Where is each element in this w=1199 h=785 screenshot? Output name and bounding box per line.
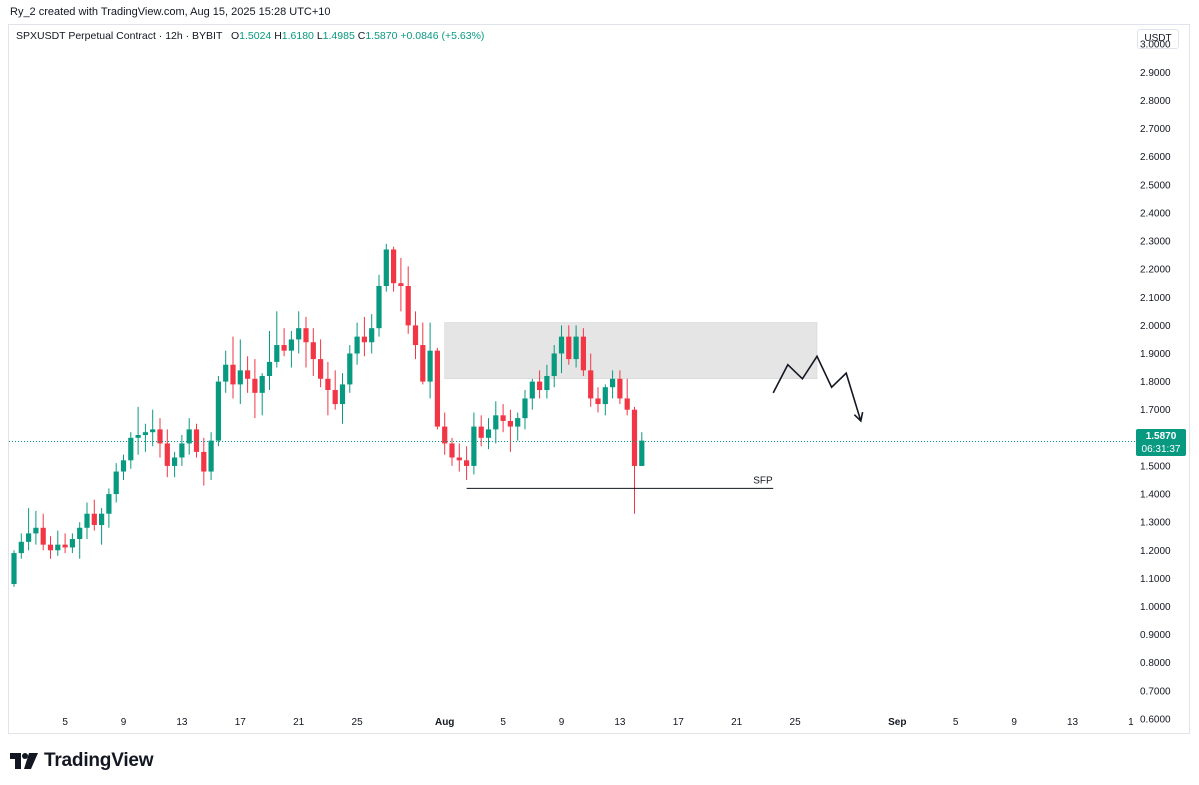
legend-low-label: L [316, 30, 323, 42]
tradingview-logo-icon [10, 753, 38, 769]
legend-close: 1.5870 [365, 30, 398, 42]
last-price-tag: 1.5870 06:31:37 [1136, 429, 1186, 456]
legend-change: +0.0846 (+5.63%) [400, 30, 485, 42]
currency-selector[interactable]: USDT [1137, 29, 1179, 49]
legend-low: 1.4985 [322, 30, 355, 42]
legend-open-label: O [230, 30, 240, 42]
chart-credit: Ry_2 created with TradingView.com, Aug 1… [10, 6, 331, 18]
legend-symbol[interactable]: SPXUSDT Perpetual Contract · 12h · BYBIT [16, 30, 223, 42]
tradingview-logo[interactable]: TradingView [10, 750, 154, 772]
bar-countdown: 06:31:37 [1141, 444, 1181, 455]
legend-high-label: H [274, 30, 282, 42]
tradingview-brand: TradingView [44, 750, 154, 771]
legend-close-label: C [357, 30, 366, 42]
legend-high: 1.6180 [281, 30, 314, 42]
legend-open: 1.5024 [239, 30, 272, 42]
chart-legend: SPXUSDT Perpetual Contract · 12h · BYBIT… [16, 30, 484, 42]
chart-frame[interactable] [8, 24, 1190, 734]
last-price-value: 1.5870 [1145, 431, 1177, 442]
